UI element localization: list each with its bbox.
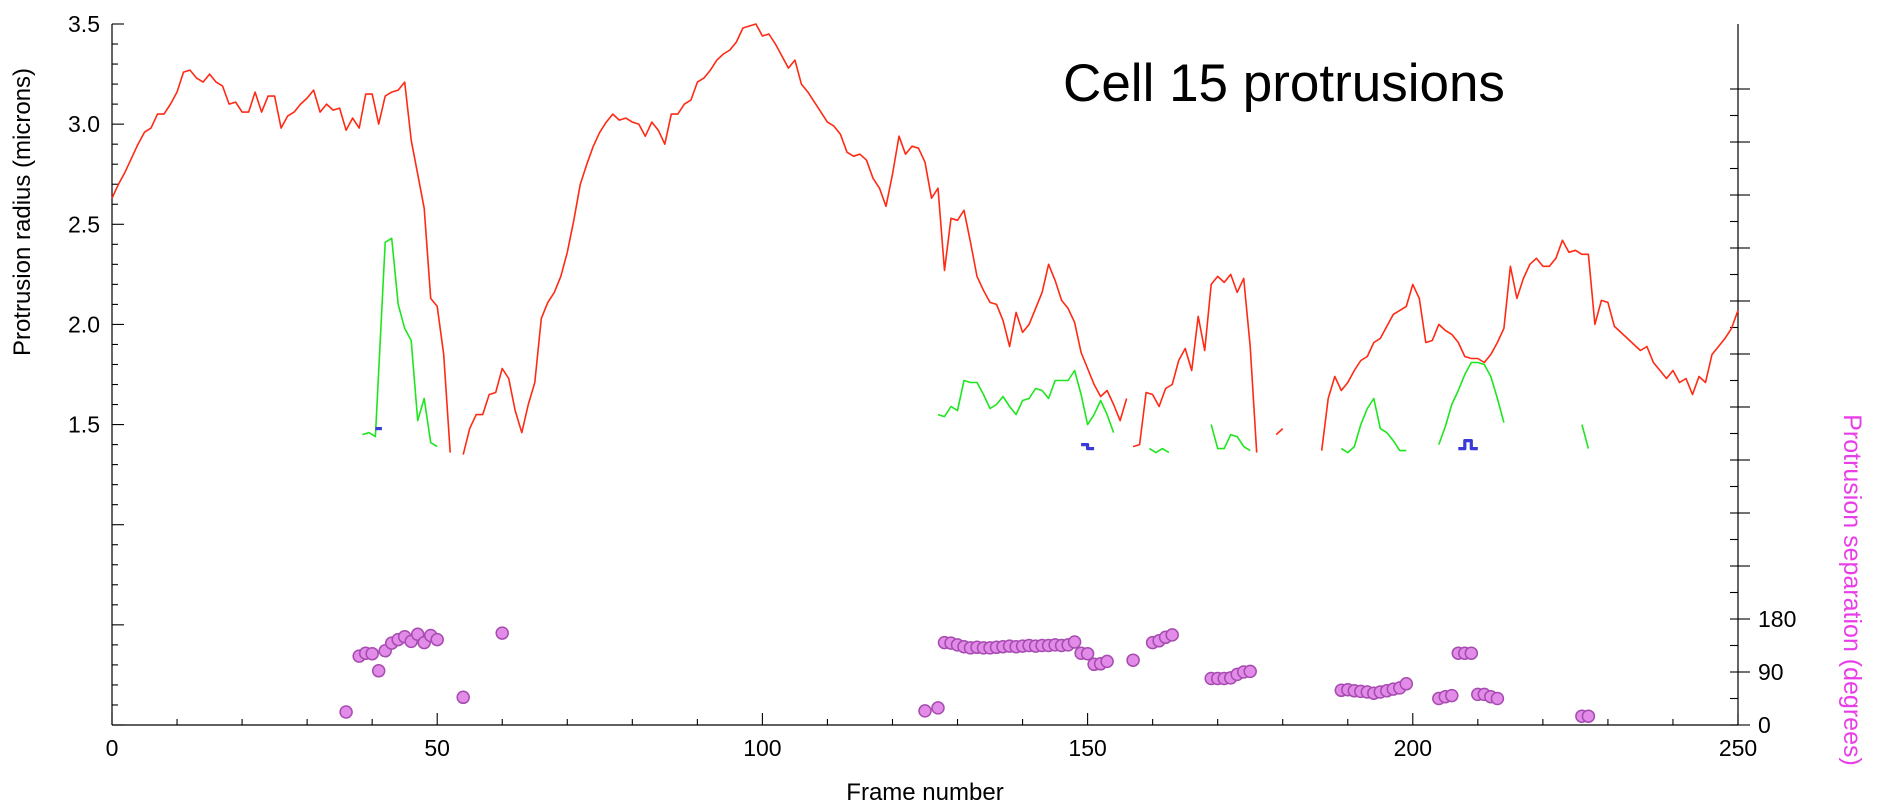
y-tick-label: 3.5 [68,11,100,37]
y-axis-label: Protrusion radius (microns) [9,68,36,356]
plot-frame [111,24,1739,726]
separation-point [339,705,353,719]
separation-point [1464,646,1479,660]
x-tick-label: 200 [1394,735,1432,761]
separation-point [918,704,932,718]
red-series-line [1275,428,1284,436]
red-series-line [1320,239,1739,451]
separation-point [1126,653,1140,667]
separation-point [1399,677,1414,691]
tick-marks [111,23,1750,726]
green-series-line [1340,397,1407,454]
chart-title: Cell 15 protrusions [1063,54,1505,113]
points-layer [339,626,1596,723]
y-tick-label: 2.0 [68,311,100,337]
separation-point [430,632,444,647]
separation-point [1490,691,1505,706]
y-tick-label: 1.5 [68,412,100,438]
green-series-line [362,237,438,448]
red-series-line [462,23,1128,455]
separation-point [1165,628,1179,642]
green-series-line [937,369,1115,433]
blue-series-line [1081,443,1095,451]
y2-axis-label: Protrusion separation (degrees) [1838,414,1866,766]
separation-point [495,626,509,640]
separation-point [1243,664,1257,679]
x-tick-label: 0 [106,735,119,761]
x-axis-label: Frame number [846,779,1003,806]
y2-tick-label: 180 [1758,606,1796,632]
x-tick-label: 250 [1719,735,1757,761]
green-series-line [1148,447,1170,454]
green-series-line [1581,424,1590,449]
tick-labels: 0 50 100 150 200 250 1.5 2.0 2.5 3.0 3.5 0 90 180 [68,11,1796,761]
green-series-line [1438,361,1505,445]
series-layer [111,23,1739,455]
separation-point [456,690,470,705]
separation-point [371,664,386,678]
separation-point [1100,654,1114,669]
y2-tick-label: 90 [1758,659,1784,685]
green-series-line [1210,424,1251,452]
x-tick-label: 50 [424,735,450,761]
x-tick-label: 100 [743,735,781,761]
y2-tick-label: 0 [1758,712,1771,738]
separation-point [1581,709,1596,723]
y-tick-label: 2.5 [68,211,100,237]
separation-point [1080,646,1095,661]
separation-point [1445,688,1459,703]
blue-series-line [1458,439,1478,451]
red-series-line [1132,273,1258,453]
separation-point [931,701,945,715]
separation-point [1067,635,1082,649]
x-tick-label: 150 [1068,735,1106,761]
separation-point [365,646,379,661]
red-series-line [111,69,451,453]
y-tick-label: 3.0 [68,111,100,137]
